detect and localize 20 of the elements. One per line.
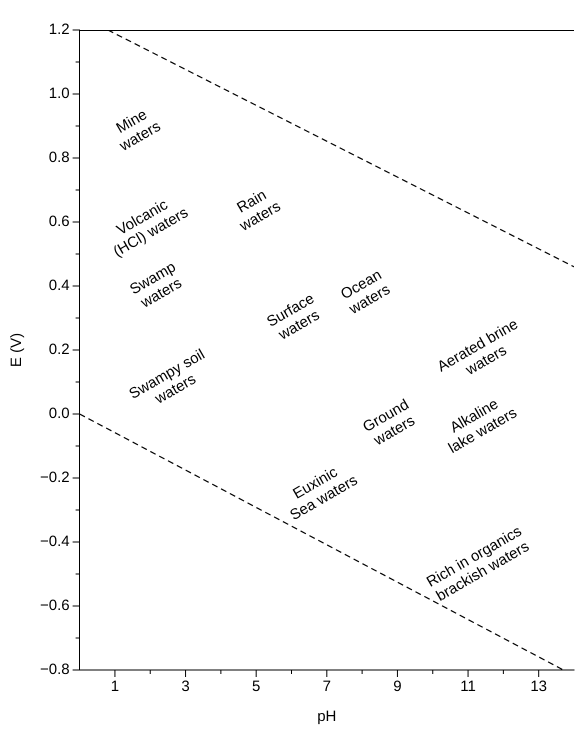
x-tick-label: 13 <box>530 678 548 696</box>
y-tick-label: 0.2 <box>48 341 70 358</box>
y-axis-title: E (V) <box>8 332 26 368</box>
x-tick-label: 11 <box>460 678 476 696</box>
x-tick-label: 9 <box>393 678 402 696</box>
y-tick-label: −0.4 <box>40 533 70 550</box>
x-tick-label: 7 <box>322 678 331 696</box>
x-tick-label: 3 <box>181 678 190 696</box>
y-tick-label: 0.6 <box>48 213 70 230</box>
y-tick-label: −0.2 <box>40 469 70 486</box>
y-tick-label: 0.8 <box>48 149 70 166</box>
x-axis-title: pH <box>317 708 336 726</box>
y-tick-label: 0.4 <box>48 277 70 294</box>
x-tick-label: 1 <box>110 678 120 696</box>
y-tick-label: 1.0 <box>48 85 70 102</box>
y-tick-label: −0.8 <box>40 661 70 678</box>
y-tick-label: 0.0 <box>48 405 70 422</box>
y-tick-label: 1.2 <box>48 21 70 38</box>
x-tick-label: 5 <box>252 678 260 696</box>
y-tick-label: −0.6 <box>40 597 70 614</box>
